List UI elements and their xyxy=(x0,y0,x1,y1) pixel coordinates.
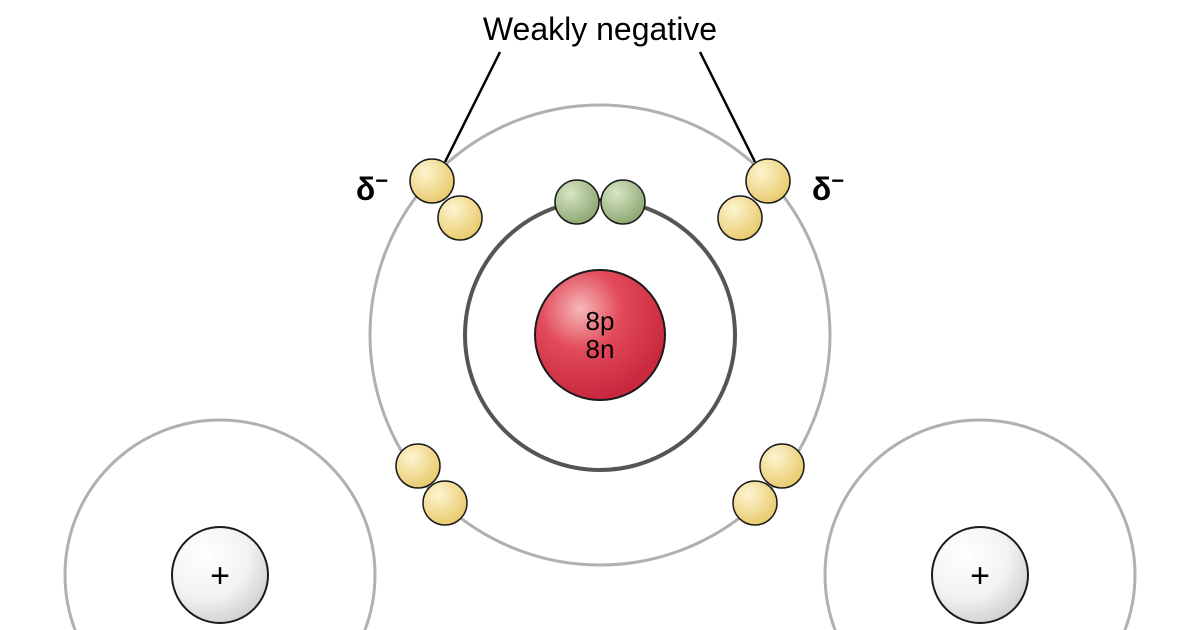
hydrogen-left-charge: + xyxy=(210,557,230,595)
electron-yellow xyxy=(718,196,762,240)
title-label: Weakly negative xyxy=(483,11,717,47)
oxygen-neutron-label: 8n xyxy=(586,334,615,364)
electron-green xyxy=(555,180,599,224)
electron-yellow xyxy=(733,481,777,525)
leader-line-right xyxy=(700,52,755,162)
electron-yellow xyxy=(410,159,454,203)
leader-line-left xyxy=(445,52,500,162)
electron-yellow xyxy=(760,444,804,488)
electron-yellow xyxy=(438,196,482,240)
delta-minus-right: δ− xyxy=(812,168,844,208)
delta-minus-left: δ− xyxy=(356,168,388,208)
electron-yellow xyxy=(396,444,440,488)
water-molecule-diagram: 8p 8n + + Weakly negative δ− δ− xyxy=(0,0,1200,630)
diagram-container: 8p 8n + + Weakly negative δ− δ− xyxy=(0,0,1200,630)
electron-yellow xyxy=(746,159,790,203)
hydrogen-right-charge: + xyxy=(970,557,990,595)
electron-yellow xyxy=(423,481,467,525)
oxygen-proton-label: 8p xyxy=(586,306,615,336)
electron-green xyxy=(601,180,645,224)
